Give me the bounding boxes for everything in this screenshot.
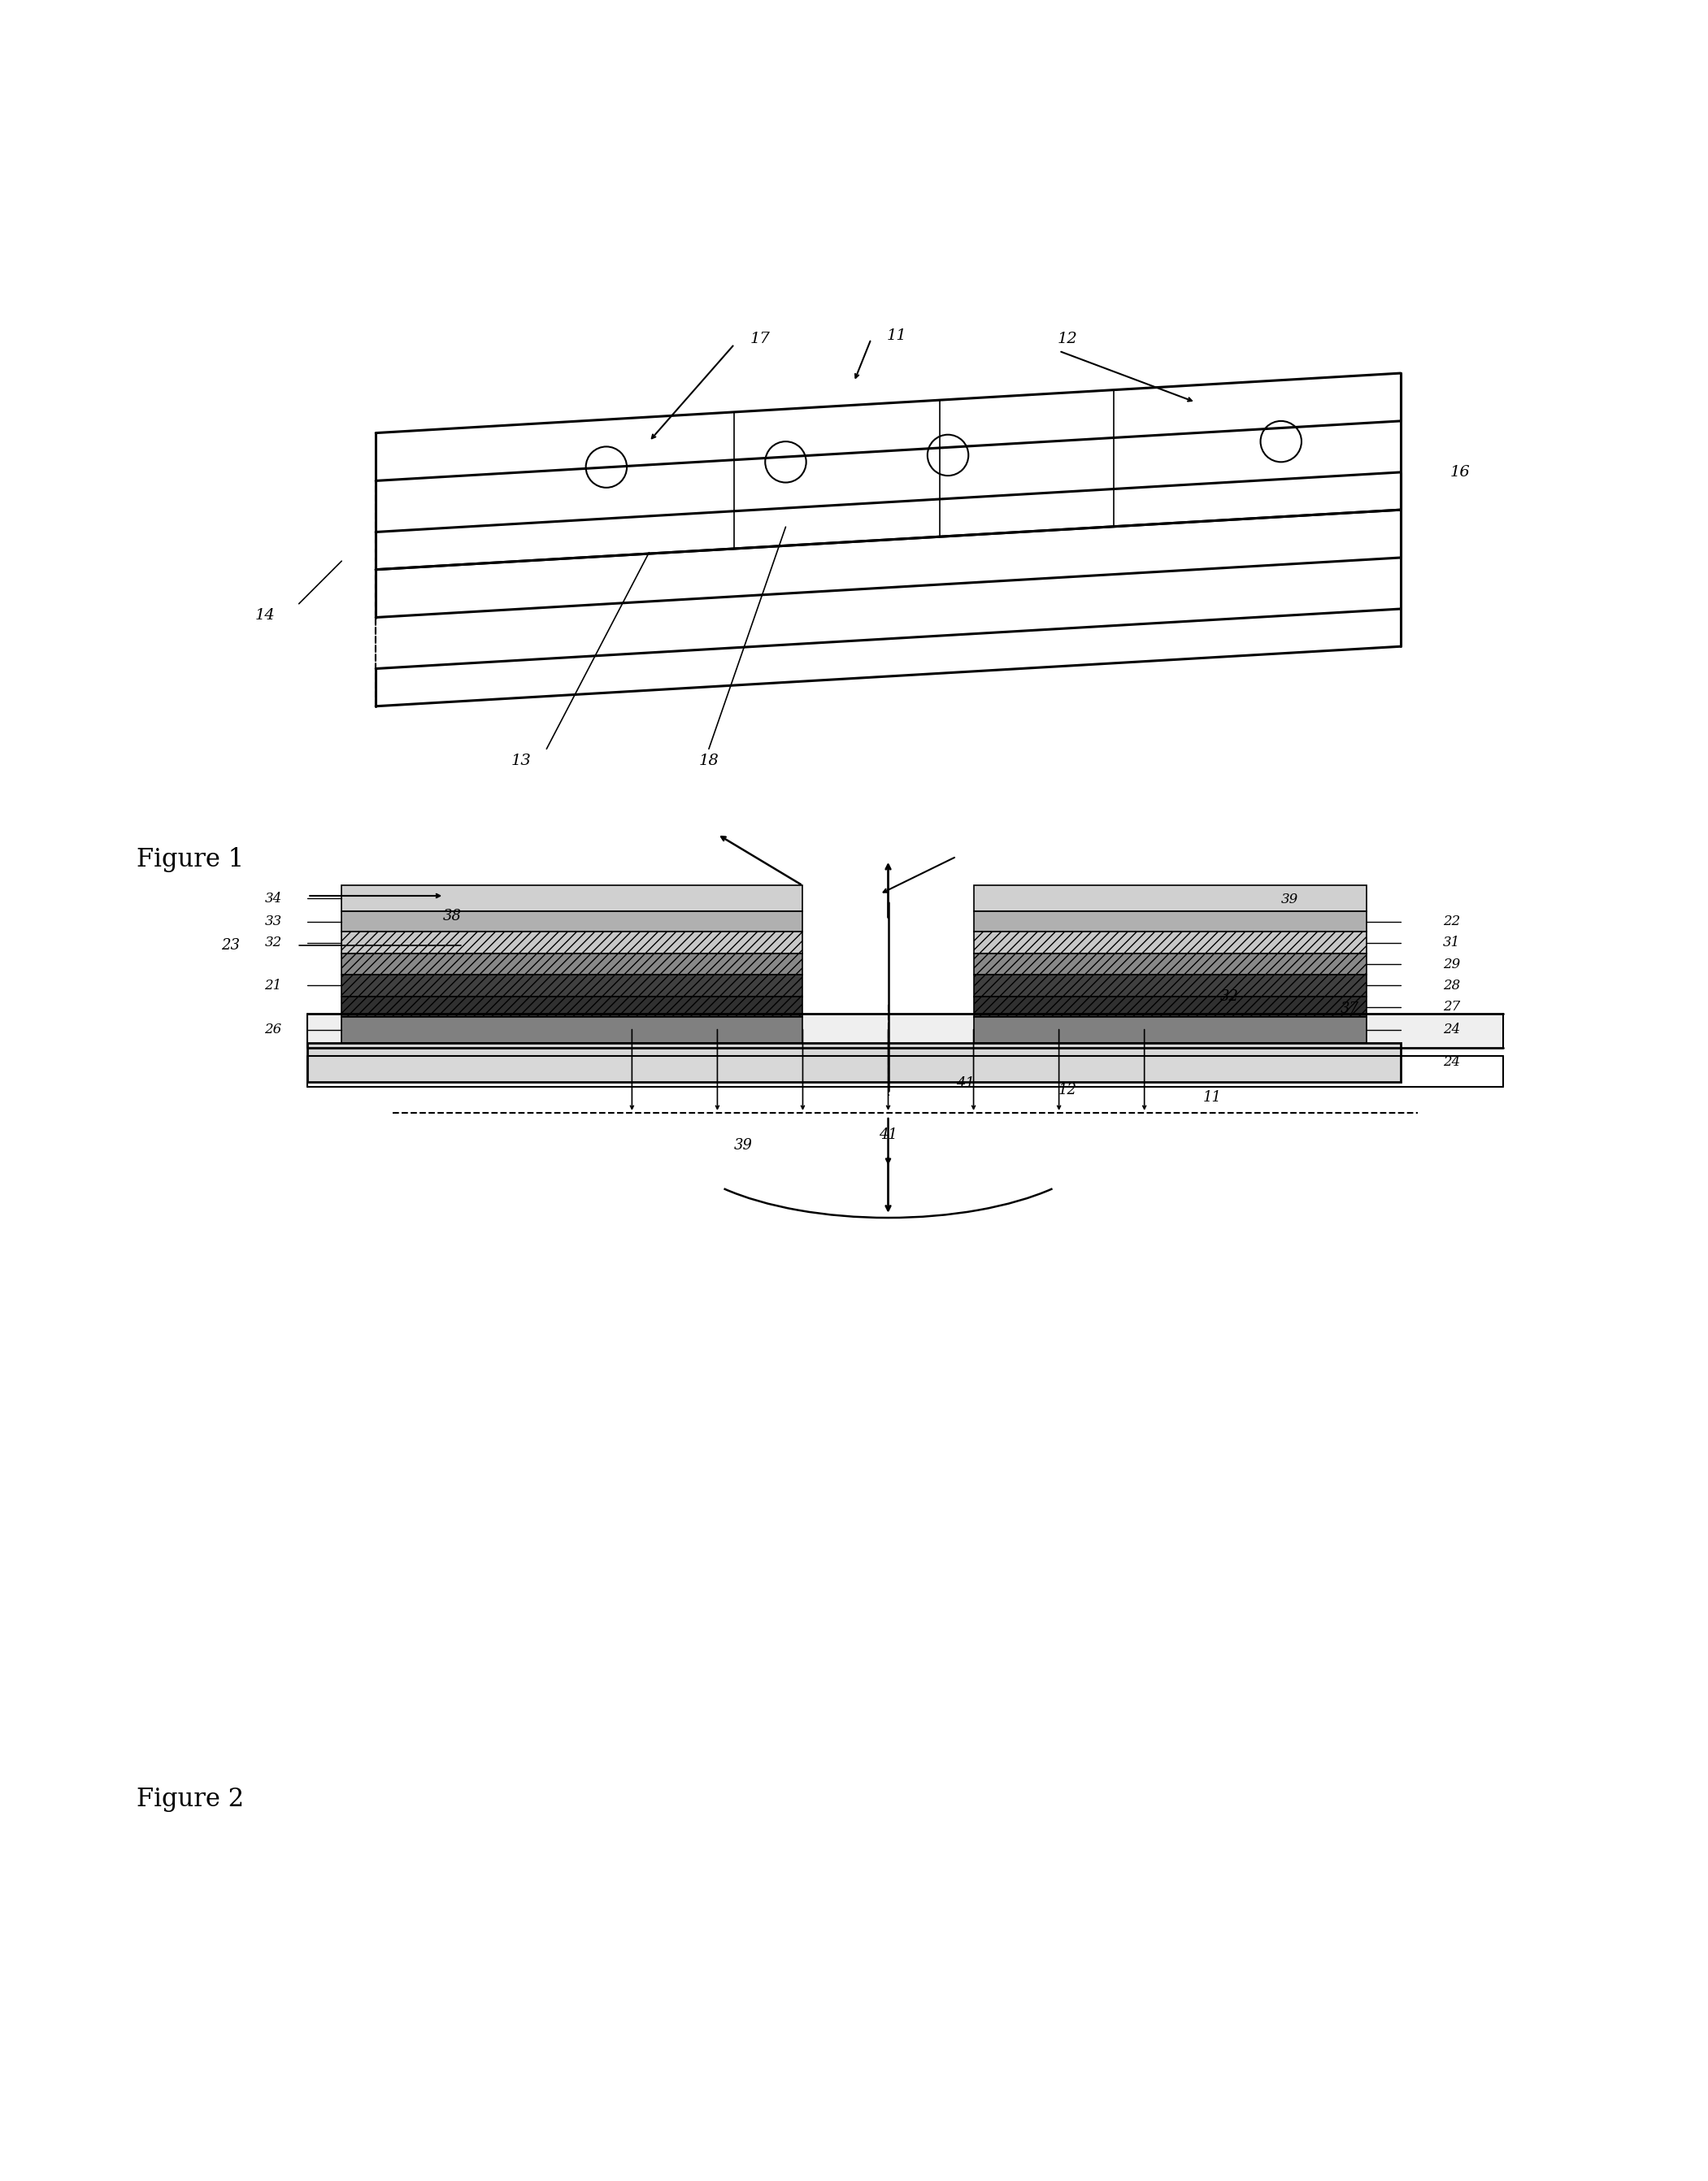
Text: 28: 28: [1443, 979, 1460, 992]
Bar: [974, 912, 1366, 931]
Text: 39: 39: [1281, 892, 1298, 905]
Text: 26: 26: [265, 1023, 282, 1036]
Bar: [342, 1016, 803, 1043]
Text: 41: 41: [956, 1077, 974, 1090]
Text: 32: 32: [1221, 990, 1238, 1003]
Bar: [342, 931, 803, 953]
Bar: [974, 975, 1366, 997]
Text: 39: 39: [734, 1138, 752, 1152]
Bar: [342, 953, 803, 975]
Text: 34: 34: [265, 892, 282, 905]
Text: 27: 27: [1443, 999, 1460, 1014]
Bar: [307, 1043, 1401, 1082]
Text: 13: 13: [511, 755, 531, 768]
Text: 23: 23: [222, 938, 239, 953]
Text: 16: 16: [1450, 465, 1471, 480]
Text: 31: 31: [1443, 936, 1460, 949]
Bar: [974, 1016, 1366, 1043]
Text: 17: 17: [750, 332, 770, 347]
Text: 22: 22: [1443, 914, 1460, 929]
Text: 11: 11: [1204, 1090, 1221, 1104]
Text: 29: 29: [1443, 957, 1460, 971]
Text: 12: 12: [1059, 1084, 1076, 1097]
Bar: [342, 885, 803, 912]
Bar: [974, 997, 1366, 1016]
Text: 21: 21: [265, 979, 282, 992]
Text: 14: 14: [254, 608, 275, 624]
Text: 12: 12: [1057, 332, 1078, 347]
Bar: [974, 885, 1366, 912]
Text: 37: 37: [1341, 1001, 1358, 1016]
Bar: [342, 975, 803, 997]
Bar: [342, 912, 803, 931]
Text: 41: 41: [880, 1128, 897, 1143]
Text: 18: 18: [699, 755, 719, 768]
Text: 33: 33: [265, 914, 282, 929]
Text: 38: 38: [444, 909, 461, 923]
Bar: [974, 953, 1366, 975]
Text: 24: 24: [1443, 1023, 1460, 1036]
Text: 24: 24: [1443, 1056, 1460, 1069]
Bar: [342, 997, 803, 1016]
Text: Figure 1: Figure 1: [137, 848, 244, 872]
Text: 11: 11: [886, 329, 907, 342]
Text: 32: 32: [265, 936, 282, 949]
Bar: [974, 931, 1366, 953]
Text: Figure 2: Figure 2: [137, 1786, 244, 1812]
